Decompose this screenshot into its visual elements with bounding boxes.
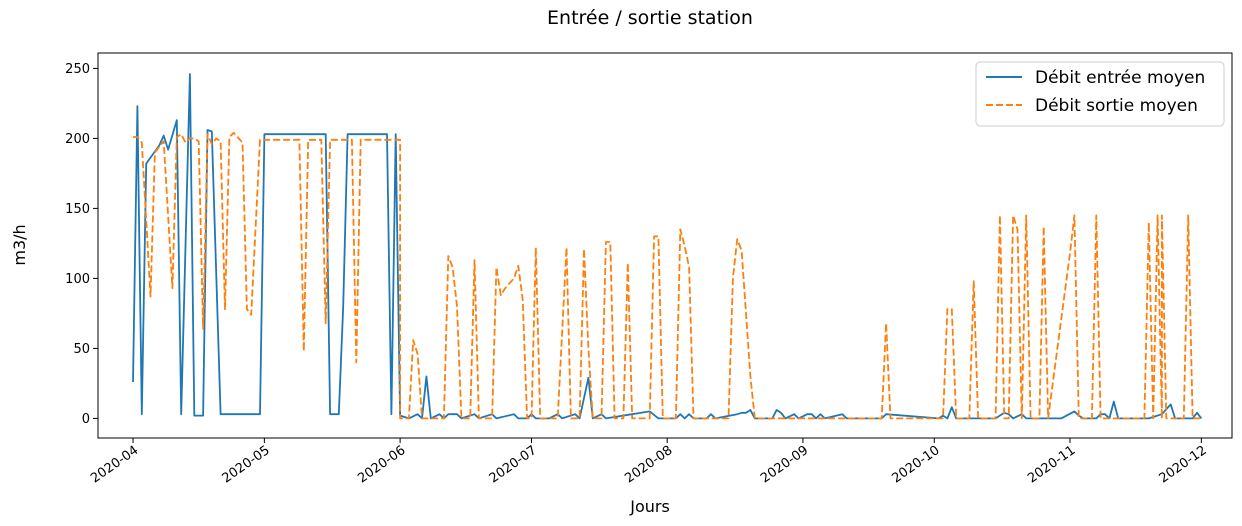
- legend-label-entree: Débit entrée moyen: [1035, 68, 1205, 88]
- series-line-1: [133, 131, 1202, 420]
- x-axis-title: Jours: [629, 497, 670, 516]
- legend-box: [975, 61, 1225, 127]
- plot-frame: [97, 52, 1233, 439]
- x-tick-label: 2020-12: [1157, 443, 1210, 486]
- x-tick-label: 2020-08: [622, 443, 675, 486]
- legend-label-sortie: Débit sortie moyen: [1035, 96, 1198, 116]
- y-axis-title: m3/h: [10, 224, 29, 265]
- x-tick-label: 2020-06: [355, 443, 408, 486]
- x-tick-label: 2020-07: [487, 443, 540, 486]
- y-tick-label: 200: [65, 132, 90, 147]
- legend: Débit entrée moyen Débit sortie moyen: [975, 61, 1225, 127]
- y-tick-label: 0: [82, 412, 90, 427]
- x-tick-label: 2020-10: [889, 443, 942, 486]
- y-axis-ticks: 0 50 100 150 200 250: [65, 62, 98, 427]
- y-tick-label: 100: [65, 272, 90, 287]
- x-axis-ticks: 2020-04 2020-05 2020-06 2020-07 2020-08 2020-…: [88, 438, 1210, 486]
- x-tick-label: 2020-05: [220, 443, 273, 486]
- y-tick-label: 50: [73, 342, 90, 357]
- x-tick-label: 2020-09: [758, 443, 811, 486]
- y-tick-label: 150: [65, 202, 90, 217]
- y-tick-label: 250: [65, 62, 90, 77]
- plot-area: [132, 73, 1203, 420]
- x-tick-label: 2020-11: [1025, 443, 1078, 486]
- chart-title: Entrée / sortie station: [547, 7, 753, 29]
- series-line-0: [132, 73, 1203, 420]
- x-tick-label: 2020-04: [88, 443, 141, 486]
